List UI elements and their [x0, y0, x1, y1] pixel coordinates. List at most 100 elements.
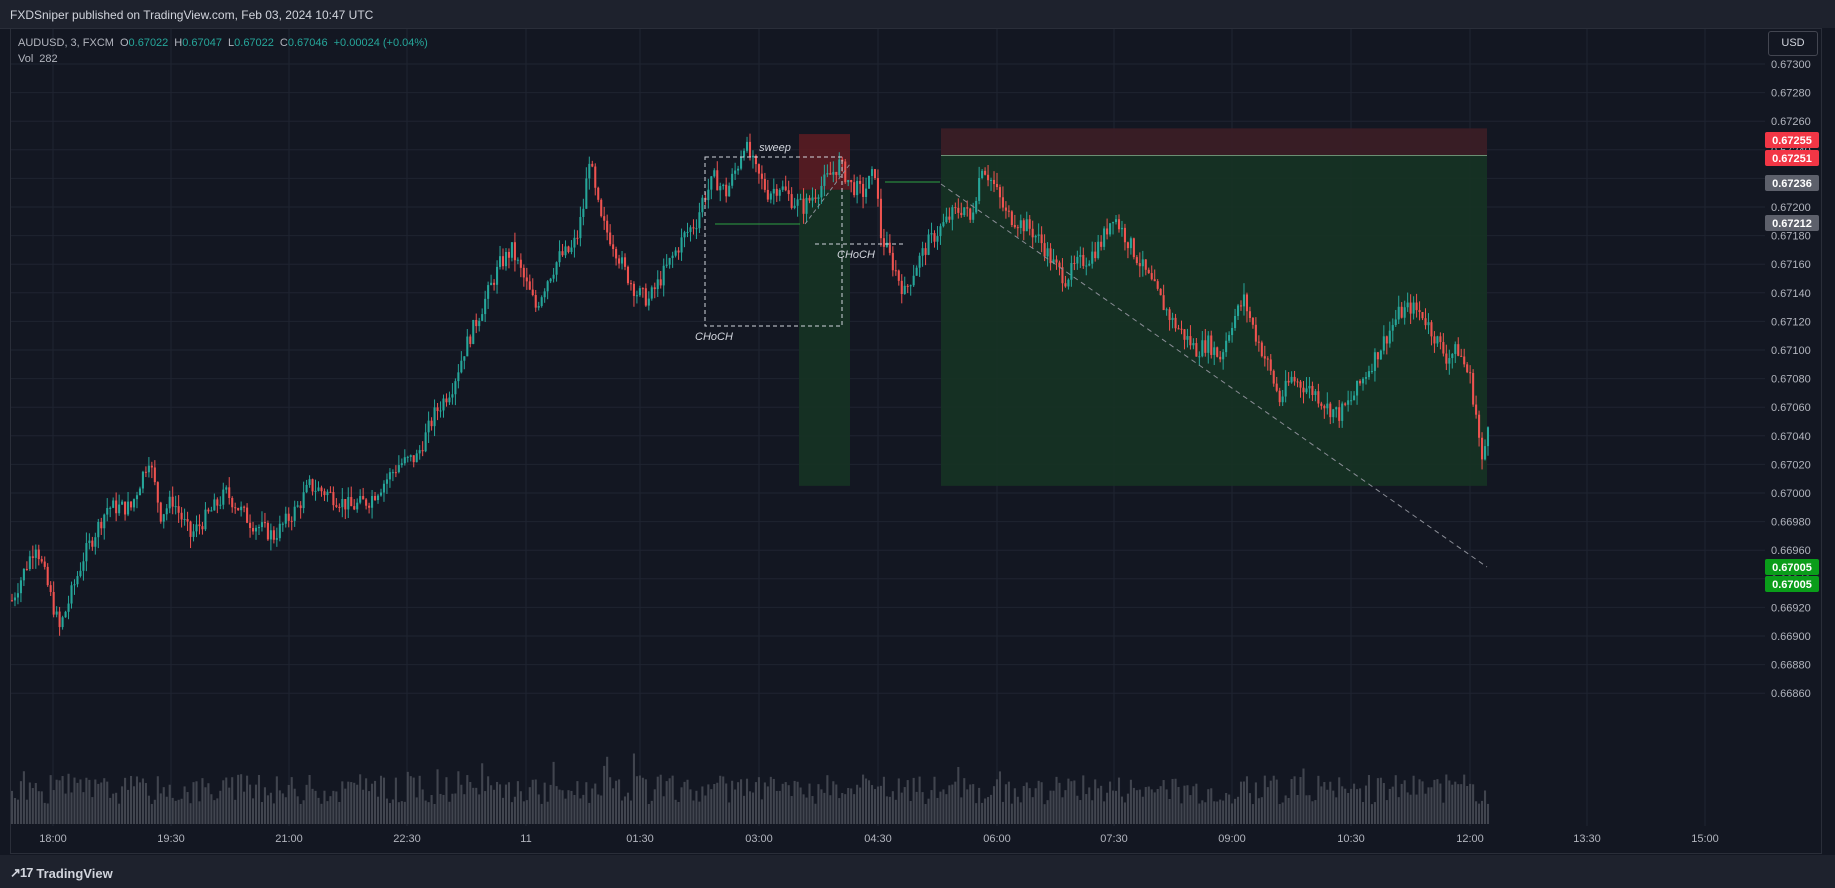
candle [439, 401, 442, 418]
volume-bar [1356, 789, 1359, 824]
candle [1326, 392, 1329, 415]
time-tick-label: 19:30 [157, 833, 185, 845]
candle [897, 269, 900, 286]
candle-body [862, 183, 865, 197]
volume-bar [1120, 796, 1124, 824]
volume-bar [891, 791, 894, 824]
volume-bar [1114, 790, 1118, 824]
candle-body [246, 507, 249, 523]
volume-bar [1242, 781, 1246, 824]
candle [998, 184, 1002, 209]
volume-bar [275, 776, 278, 824]
candle [1064, 275, 1067, 288]
candle [737, 165, 740, 175]
volume-bar [1311, 801, 1314, 824]
candle-body [362, 496, 365, 500]
candle-body [1195, 343, 1198, 357]
volume-bar [966, 789, 969, 824]
candle [1293, 370, 1296, 386]
candle-body [915, 267, 918, 276]
candle-body [1004, 207, 1007, 211]
candle-body [1097, 241, 1100, 259]
candle-body [141, 471, 144, 489]
volume-bar [430, 794, 433, 824]
candle-body [954, 207, 957, 209]
volume-bar [272, 803, 275, 824]
candle [1338, 399, 1341, 428]
candle-body [82, 561, 85, 571]
time-tick-label: 12:00 [1456, 833, 1484, 845]
candle-body [650, 287, 653, 299]
candle [1156, 279, 1159, 291]
candle-body [873, 169, 877, 179]
candle-body [168, 496, 171, 509]
candle [1195, 337, 1198, 357]
candle [987, 164, 990, 187]
candle [1135, 255, 1138, 266]
candle-body [668, 258, 671, 265]
candle [683, 230, 686, 248]
candle-body [507, 251, 510, 258]
candle-body [1314, 391, 1317, 395]
candle-body [820, 185, 823, 198]
volume-bar [1097, 788, 1100, 824]
candle-body [183, 519, 186, 521]
volume-bar [463, 794, 466, 824]
volume-bar [1073, 780, 1076, 824]
volume-bar [1079, 800, 1082, 824]
candle-body [25, 568, 28, 570]
symbol-label[interactable]: AUDUSD, 3, FXCM [18, 37, 114, 49]
candle-body [1103, 228, 1106, 247]
volume-bar [865, 778, 868, 824]
candle [1361, 377, 1365, 391]
candle [1222, 349, 1225, 370]
candle [549, 277, 552, 284]
candle-body [457, 372, 460, 382]
volume-bar [745, 778, 749, 824]
volume-bar [1126, 793, 1129, 824]
candle-body [698, 212, 701, 229]
volume-bar [653, 789, 656, 824]
volume-bar [144, 783, 147, 824]
candle-body [1025, 219, 1028, 232]
candle [243, 505, 246, 513]
candle [266, 520, 269, 541]
candle-body [787, 190, 790, 195]
candle [1183, 329, 1186, 350]
candle-body [966, 207, 969, 209]
candle-body [293, 506, 296, 521]
candle [850, 179, 853, 193]
volume-bar [1266, 787, 1269, 824]
volume-bar [424, 800, 427, 824]
candle [1439, 332, 1442, 350]
candle-body [796, 199, 799, 206]
candle-body [216, 499, 219, 506]
candle-body [745, 141, 749, 151]
candle-body [1266, 358, 1269, 360]
candle-body [1463, 356, 1466, 365]
candle [1123, 223, 1126, 251]
candle-body [1088, 263, 1091, 266]
candle [963, 207, 966, 218]
volume-bar [1070, 781, 1073, 824]
volume-bar [612, 788, 615, 824]
candle-body [1049, 248, 1052, 264]
volume-bar [338, 801, 341, 824]
candle-body [1126, 242, 1129, 249]
candle [1216, 346, 1219, 358]
volume-bar [823, 792, 826, 824]
candle-body [496, 266, 499, 285]
candle [1320, 401, 1323, 410]
currency-button[interactable]: USD [1768, 31, 1818, 56]
candle-body [1094, 251, 1097, 259]
candle [31, 545, 34, 570]
volume-bar [67, 773, 70, 824]
tradingview-branding[interactable]: ↗17 TradingView [10, 865, 113, 881]
volume-label[interactable]: Vol [18, 53, 34, 65]
volume-bar [501, 797, 505, 824]
candle [204, 502, 207, 532]
volume-bar [213, 800, 216, 824]
candle-body [957, 207, 960, 213]
candle-body [998, 187, 1002, 198]
